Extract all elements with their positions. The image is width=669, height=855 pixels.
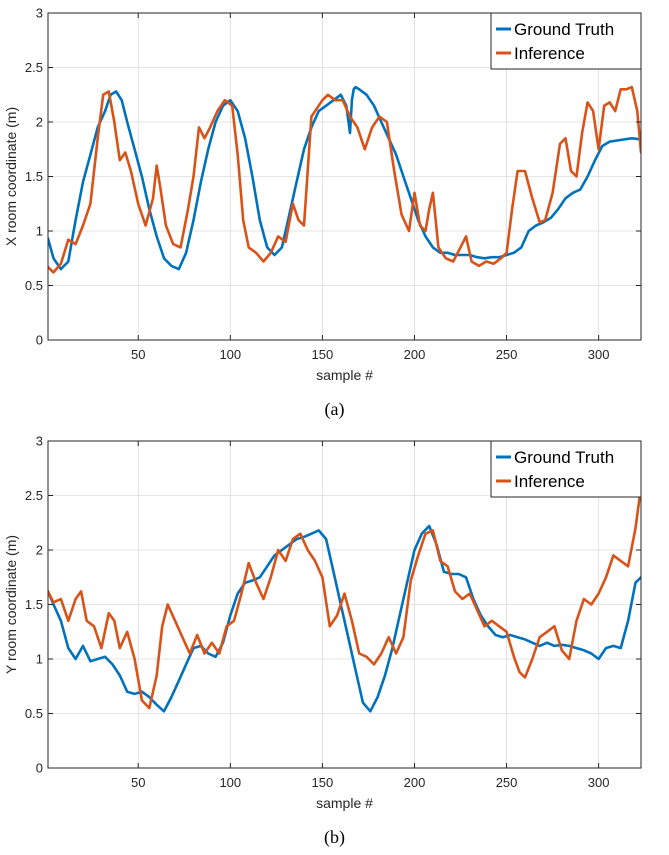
x-axis-title: sample # <box>316 367 373 383</box>
legend: Ground Truth Inference <box>490 12 642 70</box>
legend-label: Ground Truth <box>514 448 614 467</box>
y-tick-label: 0.5 <box>25 278 43 293</box>
x-tick-label: 50 <box>131 347 145 362</box>
y-tick-label: 0.5 <box>25 706 43 721</box>
y-coordinate-chart: 50 100 150 200 250 300 0 0.5 1 1.5 2 2.5 3 sample # Y … <box>3 434 642 848</box>
y-tick-label: 0 <box>36 761 43 776</box>
x-tick-label: 200 <box>404 347 426 362</box>
x-tick-label: 100 <box>219 775 241 790</box>
y-tick-label: 1 <box>36 224 43 239</box>
x-tick-label: 150 <box>312 775 334 790</box>
x-tick-label: 200 <box>404 775 426 790</box>
y-tick-label: 1 <box>36 652 43 667</box>
x-axis-title: sample # <box>316 795 373 811</box>
y-tick-label: 0 <box>36 333 43 348</box>
legend: Ground Truth Inference <box>490 440 642 498</box>
series-line-ground-truth <box>48 85 641 271</box>
y-tick-label: 1.5 <box>25 597 43 612</box>
x-tick-label: 50 <box>131 775 145 790</box>
x-tick-label: 100 <box>219 347 241 362</box>
y-tick-label: 2 <box>36 115 43 130</box>
y-tick-label: 2.5 <box>25 488 43 503</box>
x-tick-label: 300 <box>588 347 610 362</box>
x-tick-label: 250 <box>496 347 518 362</box>
legend-label: Inference <box>514 44 585 63</box>
y-tick-label: 3 <box>36 434 43 449</box>
legend-label: Inference <box>514 472 585 491</box>
x-tick-label: 150 <box>312 347 334 362</box>
y-tick-label: 2 <box>36 543 43 558</box>
series-line-ground-truth <box>48 524 641 713</box>
legend-box <box>490 12 642 70</box>
series-line-inference <box>48 485 641 710</box>
y-tick-label: 1.5 <box>25 169 43 184</box>
y-tick-label: 3 <box>36 6 43 21</box>
y-axis-title: Y room coordinate (m) <box>3 535 19 674</box>
legend-box <box>490 440 642 498</box>
chart-panel-a: 50 100 150 200 250 300 0 0.5 1 1.5 2 2.5 3 sample # X … <box>0 0 669 427</box>
y-axis-title: X room coordinate (m) <box>3 107 19 246</box>
figure-caption: (a) <box>325 399 345 420</box>
x-tick-label: 300 <box>588 775 610 790</box>
legend-label: Ground Truth <box>514 20 614 39</box>
series-line-inference <box>48 85 641 274</box>
y-tick-label: 2.5 <box>25 60 43 75</box>
chart-panel-b: 50 100 150 200 250 300 0 0.5 1 1.5 2 2.5 3 sample # Y … <box>0 428 669 855</box>
figure-caption: (b) <box>324 827 345 848</box>
x-coordinate-chart: 50 100 150 200 250 300 0 0.5 1 1.5 2 2.5 3 sample # X … <box>3 6 642 420</box>
x-tick-label: 250 <box>496 775 518 790</box>
